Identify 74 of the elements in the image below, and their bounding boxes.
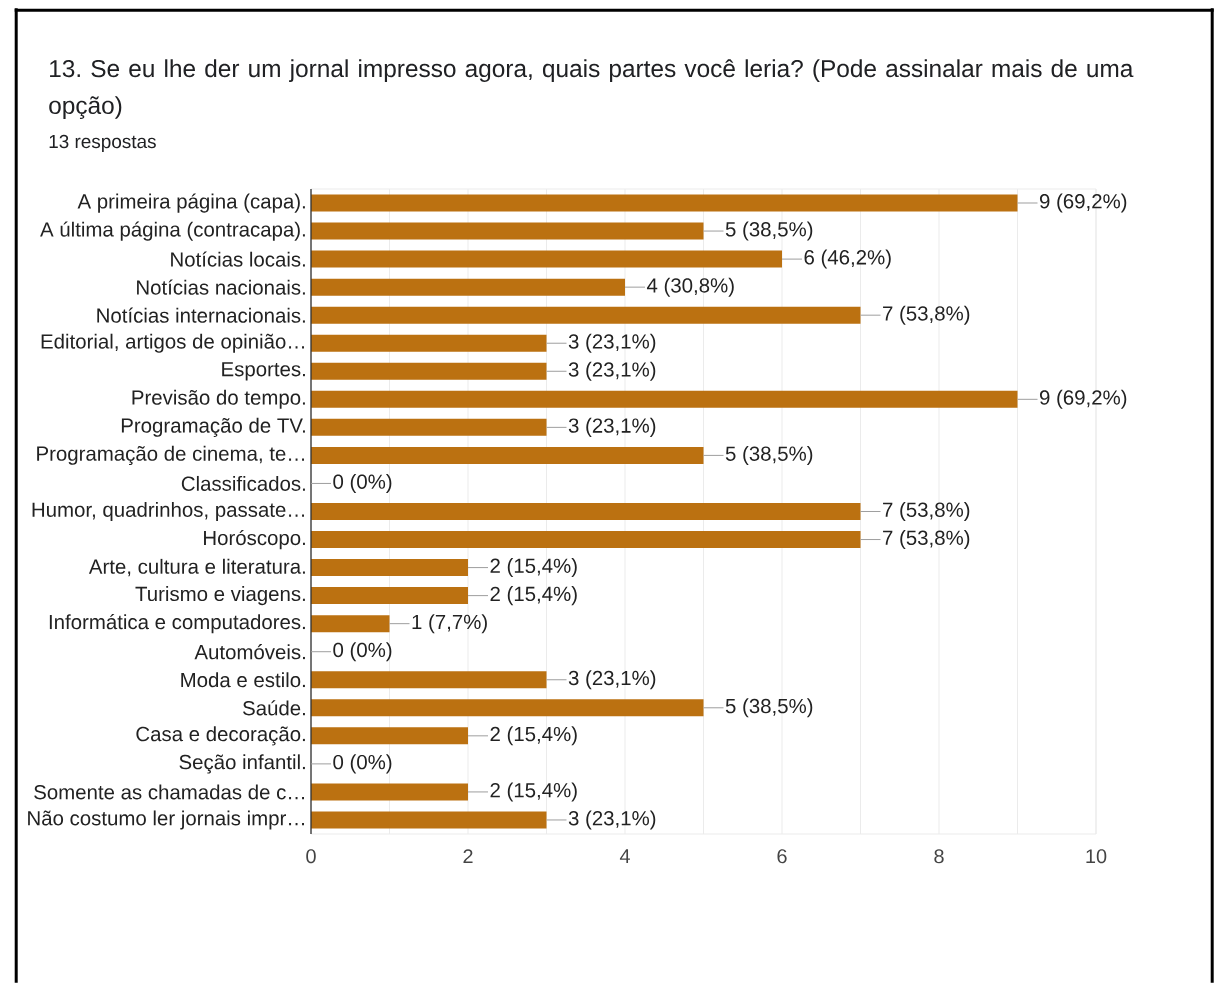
y-tick-label: Moda e estilo. (181, 672, 305, 688)
data-label: 5 (38,5%) (725, 698, 813, 718)
x-tick-label: 8 (934, 849, 944, 864)
x-tick-label: 2 (463, 849, 473, 864)
data-label: 3 (23,1%) (568, 361, 656, 381)
bar (311, 671, 547, 689)
data-label: 1 (7,7%) (412, 614, 487, 634)
bar (311, 250, 783, 268)
y-tick-label: Horóscopo. (204, 529, 305, 550)
bar (311, 587, 469, 605)
data-label: 2 (15,4%) (490, 586, 577, 606)
y-tick-label: Notícias internacionais. (97, 307, 305, 323)
bar (311, 783, 469, 801)
bar (311, 306, 861, 324)
y-tick-label: Programação de TV. (121, 417, 305, 437)
bar (311, 446, 704, 464)
data-label: 7 (53,8%) (883, 501, 970, 522)
bar (311, 559, 469, 577)
y-tick-label: Somente as chamadas de c… (34, 784, 304, 800)
data-label: 6 (46,2%) (804, 249, 891, 269)
y-tick-label: Casa e decoração. (136, 726, 305, 746)
bar (311, 418, 547, 436)
y-tick-label: A primeira página (capa). (77, 193, 305, 213)
text: 13 respostas (49, 134, 156, 152)
data-label: 2 (15,4%) (490, 782, 577, 802)
x-tick-label: 6 (777, 849, 787, 864)
y-tick-label: Informática e computadores. (49, 614, 305, 634)
data-label: 0 (0%) (333, 473, 392, 493)
bar (311, 502, 861, 520)
data-label: 5 (38,5%) (725, 221, 813, 241)
y-tick-label: Esportes. (222, 362, 305, 381)
y-tick-label: Arte, cultura e literatura. (88, 558, 305, 577)
bar (311, 362, 547, 380)
bar (311, 222, 704, 240)
data-label: 9 (69,2%) (1039, 389, 1127, 409)
bar (311, 278, 626, 296)
y-tick-label: Editorial, artigos de opinião… (41, 333, 304, 353)
bar (311, 811, 547, 829)
data-label: 3 (23,1%) (568, 810, 656, 830)
bar (311, 699, 704, 717)
data-label: 3 (23,1%) (568, 333, 656, 353)
y-tick-label: Saúde. (243, 700, 305, 716)
bar (311, 390, 1018, 408)
data-label: 5 (38,5%) (725, 445, 813, 465)
bar (311, 727, 469, 745)
data-label: 7 (53,8%) (883, 305, 970, 325)
y-tick-label: Previsão do tempo. (132, 389, 305, 409)
bar (311, 194, 1018, 212)
bar (311, 334, 547, 352)
data-label: 9 (69,2%) (1039, 193, 1127, 213)
y-tick-label: Classificados. (181, 475, 305, 491)
data-label: 2 (15,4%) (490, 558, 577, 578)
y-tick-label: Seção infantil. (179, 754, 305, 774)
bar (311, 615, 390, 633)
data-label: 2 (15,4%) (490, 726, 577, 746)
chart-title: 13. Se eu lhe der um jornal impresso agora, quais partes você leria? (Pode assinalar mais de uma opção) (49, 59, 1134, 119)
y-tick-label: Não costumo ler jornais impr… (28, 810, 304, 830)
data-label: 3 (23,1%) (568, 670, 656, 690)
x-tick-label: 10 (1086, 849, 1107, 864)
y-tick-label: A última página (contracapa). (40, 221, 305, 241)
data-label: 0 (0%) (333, 754, 392, 774)
x-tick-label: 0 (306, 849, 316, 864)
y-tick-label: Notícias locais. (171, 251, 305, 267)
y-tick-label: Humor, quadrinhos, passate… (32, 501, 304, 522)
data-label: 4 (30,8%) (646, 277, 734, 297)
data-label: 7 (53,8%) (883, 530, 970, 550)
y-tick-label: Programação de cinema, te… (37, 445, 304, 465)
bar (311, 531, 861, 549)
y-tick-label: Notícias nacionais. (137, 279, 305, 295)
y-tick-label: Automóveis. (194, 644, 305, 660)
x-tick-label: 4 (619, 849, 630, 863)
data-label: 3 (23,1%) (568, 417, 656, 437)
y-tick-label: Turismo e viagens. (135, 586, 305, 606)
data-label: 0 (0%) (333, 642, 392, 662)
